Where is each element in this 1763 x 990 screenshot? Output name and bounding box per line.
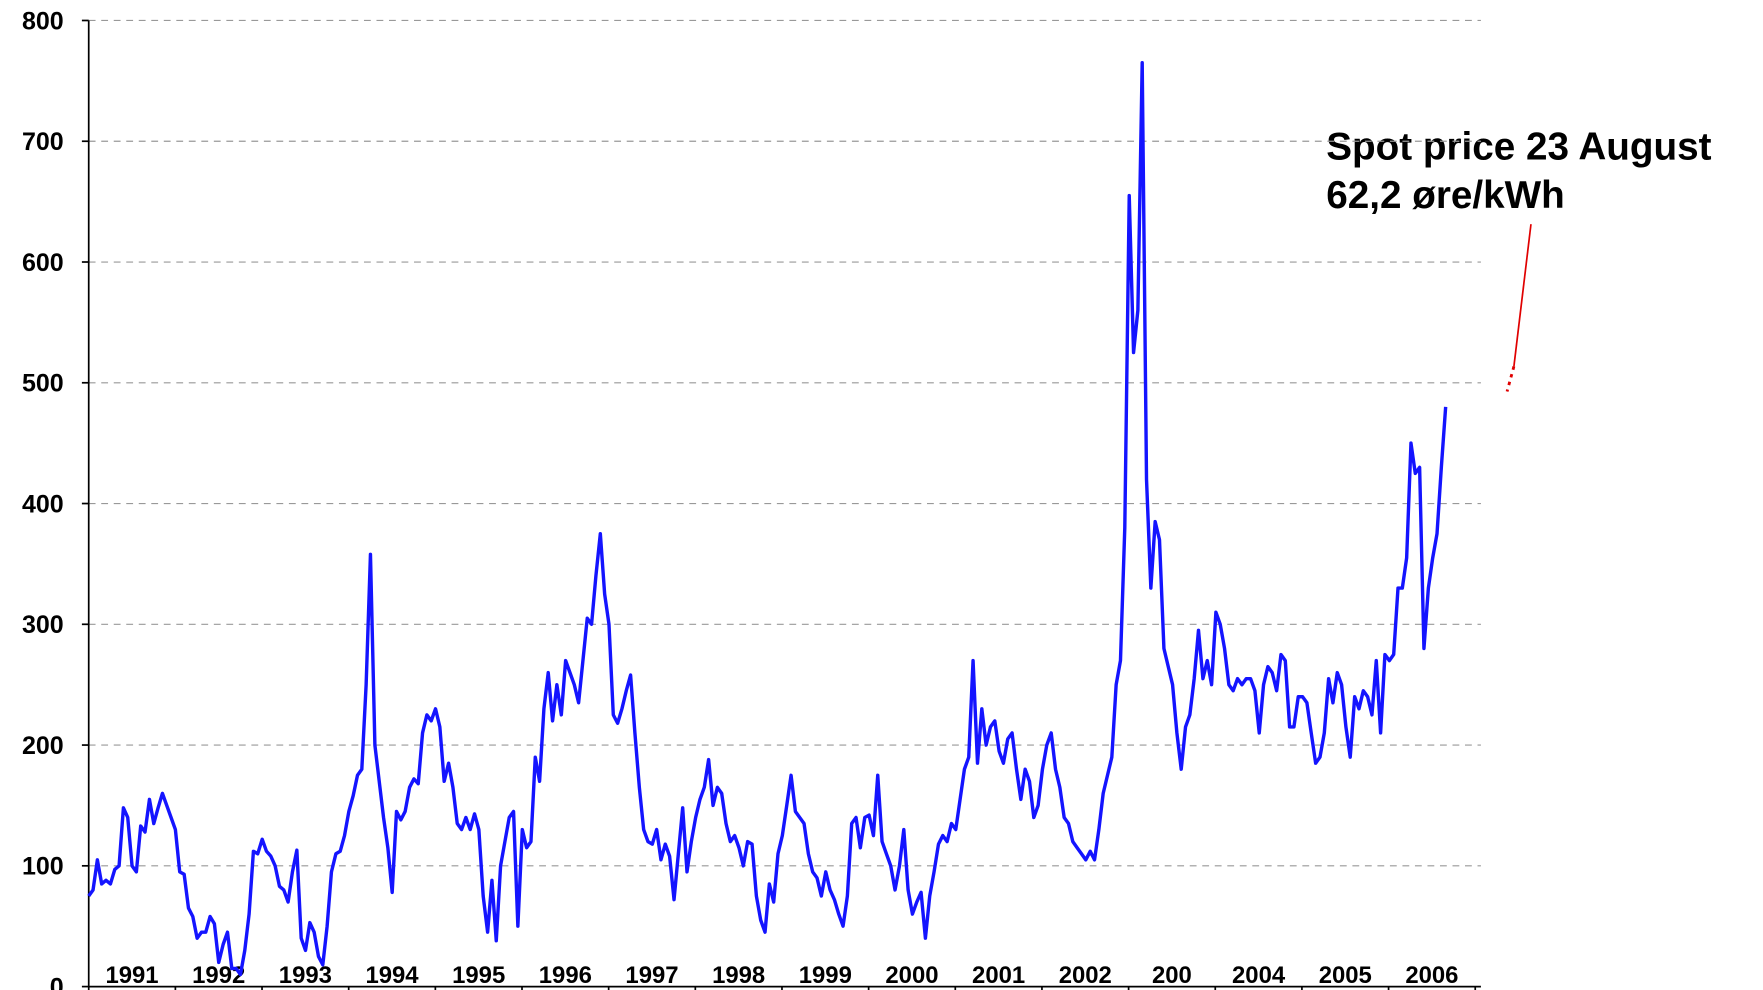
x-tick-label: 2000 bbox=[885, 962, 938, 989]
x-tick-label: 2004 bbox=[1232, 962, 1286, 989]
x-tick-label: 2005 bbox=[1319, 962, 1372, 989]
x-tick-label: 2001 bbox=[972, 962, 1025, 989]
y-tick-label: 700 bbox=[22, 128, 64, 156]
price-line bbox=[87, 60, 1448, 977]
annotation-pointer-dots bbox=[1505, 366, 1516, 392]
y-tick-label: 400 bbox=[22, 490, 64, 518]
x-tick-label: 2002 bbox=[1059, 962, 1112, 989]
annotation-line-2: 62,2 øre/kWh bbox=[1326, 174, 1565, 217]
x-tick-label: 1993 bbox=[279, 962, 332, 989]
y-tick-label: 100 bbox=[22, 853, 64, 881]
y-tick-label: 200 bbox=[22, 732, 64, 760]
y-tick-label: 800 bbox=[22, 7, 64, 35]
x-tick-label: 2006 bbox=[1405, 962, 1458, 989]
annotation-pointer bbox=[1513, 224, 1532, 367]
y-tick-label: 500 bbox=[22, 370, 64, 398]
x-tick-label: 1991 bbox=[105, 962, 158, 989]
x-tick-label: 1995 bbox=[452, 962, 505, 989]
x-tick-label: 1992 bbox=[192, 962, 245, 989]
x-tick-label: 1997 bbox=[625, 962, 678, 989]
y-tick-label: 600 bbox=[22, 249, 64, 277]
y-tick-label: 300 bbox=[22, 611, 64, 639]
x-tick-label: 1999 bbox=[799, 962, 852, 989]
x-tick-label: 1994 bbox=[365, 962, 419, 989]
y-tick-label: 0 bbox=[50, 973, 64, 990]
x-tick-label: 200 bbox=[1152, 962, 1192, 989]
annotation-line-1: Spot price 23 August bbox=[1326, 125, 1711, 168]
x-tick-label: 1996 bbox=[539, 962, 592, 989]
x-tick-label: 1998 bbox=[712, 962, 765, 989]
